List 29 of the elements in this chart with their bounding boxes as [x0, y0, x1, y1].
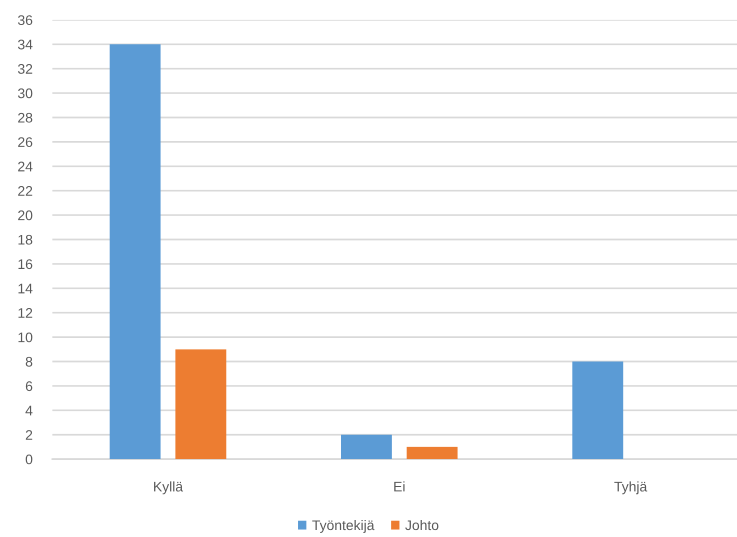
x-tick-label: Tyhjä	[614, 481, 648, 494]
y-tick-label: 4	[25, 406, 32, 416]
y-tick-label: 6	[26, 381, 32, 392]
y-tick-label: 26	[18, 137, 32, 148]
bar	[406, 446, 458, 460]
y-tick-label: 30	[18, 88, 32, 98]
y-tick-label: 36	[18, 15, 32, 26]
bar	[572, 362, 624, 460]
bar	[175, 349, 226, 460]
y-tick-label: 14	[18, 284, 32, 294]
bar	[341, 434, 392, 460]
y-tick-label: 2	[26, 430, 32, 440]
y-tick-label: 28	[18, 112, 32, 123]
bar	[110, 44, 161, 460]
y-tick-label: 0	[26, 454, 32, 464]
y-tick-label: 24	[18, 162, 32, 172]
legend-label: Johto	[405, 520, 438, 530]
y-tick-label: 34	[18, 40, 32, 50]
legend-label: Työntekijä	[312, 520, 374, 533]
y-tick-label: 18	[18, 234, 32, 245]
y-tick-label: 22	[18, 186, 32, 196]
y-tick-label: 8	[26, 356, 32, 367]
x-tick-label: Ei	[394, 481, 405, 492]
y-tick-label: 12	[18, 308, 32, 318]
y-tick-label: 20	[18, 210, 32, 220]
y-tick-label: 10	[18, 332, 32, 342]
y-tick-label: 32	[18, 64, 32, 74]
y-tick-label: 16	[18, 259, 32, 270]
x-tick-label: Kyllä	[154, 481, 184, 494]
